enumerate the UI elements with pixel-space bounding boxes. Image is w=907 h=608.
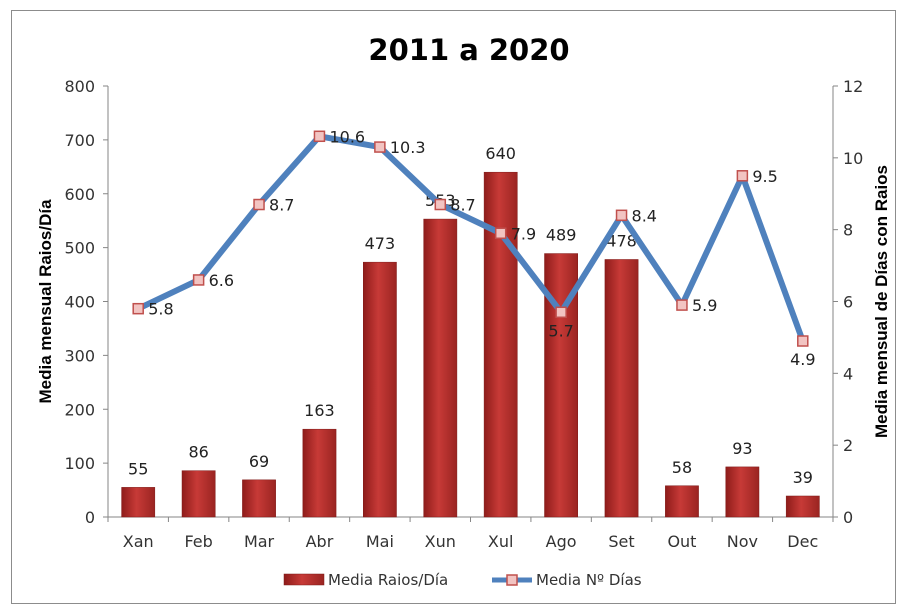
y-tick-label: 200	[64, 400, 95, 419]
x-tick-label: Set	[608, 532, 634, 551]
line-marker	[192, 274, 205, 286]
y-tick-label: 600	[64, 185, 95, 204]
x-tick-label: Dec	[787, 532, 818, 551]
line-value-label: 5.8	[148, 300, 173, 319]
y-tick-label: 500	[64, 239, 95, 258]
bar-value-label: 55	[128, 459, 148, 478]
bar	[302, 428, 337, 518]
bar-value-label: 478	[606, 231, 637, 250]
legend: Media Raios/Día Media Nº Días	[283, 571, 642, 589]
bar-value-label: 163	[304, 401, 335, 420]
bar	[181, 470, 216, 518]
bar	[785, 495, 820, 518]
x-tick-label: Out	[667, 532, 696, 551]
bar	[363, 261, 397, 518]
combo-chart: 2011 a 2020 Media mensual Raios/Día Medi…	[36, 33, 891, 589]
line-marker	[555, 306, 567, 319]
y2-tick-label: 8	[843, 221, 853, 240]
y-tick-label: 100	[64, 454, 95, 473]
x-tick-label: Abr	[306, 532, 334, 551]
bar-value-label: 93	[732, 439, 752, 458]
line-marker	[374, 141, 386, 153]
line-marker	[736, 170, 749, 182]
line-series: 5.8 6.6 8.7 10.6 10.3 8.7 7.9 5.7 8.4 5.9 9.5 4.9	[132, 127, 816, 369]
x-tick-label: Mar	[244, 532, 275, 551]
y-tick-label: 700	[64, 131, 95, 150]
bar	[725, 466, 760, 518]
bar	[423, 218, 458, 518]
y-tick-label: 300	[64, 346, 95, 365]
axes: 0 100 200 300 400 500 600 700 800 0 2 4 6 8 10 12 Xan Feb…	[64, 77, 863, 551]
y2-axis-title: Media mensual de Días con Raios	[872, 165, 891, 438]
bar-series: 558669163473553640489478589339	[121, 144, 820, 518]
bar-value-label: 86	[188, 443, 208, 462]
bar	[665, 485, 699, 518]
y-tick-label: 0	[85, 508, 95, 527]
bar	[242, 479, 276, 518]
y2-tick-label: 0	[843, 508, 853, 527]
bar-value-label: 69	[249, 452, 269, 471]
line-marker	[132, 302, 144, 315]
x-tick-label: Feb	[184, 532, 212, 551]
line-marker	[797, 335, 809, 347]
legend-line-label: Media Nº Días	[536, 571, 642, 589]
line-value-label: 4.9	[790, 350, 815, 369]
line-value-label: 5.9	[692, 296, 717, 315]
bar	[604, 259, 639, 518]
x-tick-label: Xun	[425, 532, 456, 551]
legend-bar-label: Media Raios/Día	[328, 571, 448, 589]
y-tick-label: 400	[64, 293, 95, 312]
y2-tick-label: 2	[843, 436, 853, 455]
line-marker	[434, 198, 447, 211]
y-axis-title: Media mensual Raios/Día	[36, 199, 55, 404]
line-value-label: 8.4	[632, 206, 657, 225]
legend-line-marker	[506, 574, 518, 586]
line-marker	[253, 198, 265, 211]
chart-title: 2011 a 2020	[368, 33, 569, 67]
x-tick-label: Xul	[488, 532, 514, 551]
legend-bar-swatch	[283, 573, 325, 586]
y2-tick-label: 12	[843, 77, 863, 96]
line-value-label: 5.7	[548, 321, 573, 340]
bar-value-label: 640	[485, 144, 516, 163]
line-value-label: 6.6	[209, 271, 234, 290]
line-marker	[494, 227, 507, 240]
y2-tick-label: 4	[843, 364, 853, 383]
y2-tick-label: 10	[843, 149, 863, 168]
line-marker	[615, 209, 628, 222]
x-tick-label: Mai	[366, 532, 394, 551]
bar-value-label: 489	[546, 226, 577, 245]
line-value-label: 9.5	[752, 167, 777, 186]
line-path	[136, 133, 806, 343]
line-marker	[313, 130, 326, 143]
y-tick-label: 800	[64, 77, 95, 96]
line-value-label: 8.7	[450, 196, 475, 215]
x-tick-label: Nov	[727, 532, 758, 551]
line-marker	[676, 299, 688, 311]
bar	[121, 487, 156, 518]
line-value-label: 10.3	[390, 138, 426, 157]
line-value-label: 7.9	[511, 224, 536, 243]
bar-value-label: 39	[793, 468, 813, 487]
bar-value-label: 473	[365, 234, 396, 253]
x-tick-label: Xan	[123, 532, 154, 551]
chart-frame: 2011 a 2020 Media mensual Raios/Día Medi…	[11, 10, 896, 604]
x-tick-label: Ago	[546, 532, 577, 551]
bar-value-label: 58	[672, 458, 692, 477]
line-value-label: 10.6	[329, 127, 365, 146]
y2-tick-label: 6	[843, 293, 853, 312]
line-value-label: 8.7	[269, 196, 294, 215]
